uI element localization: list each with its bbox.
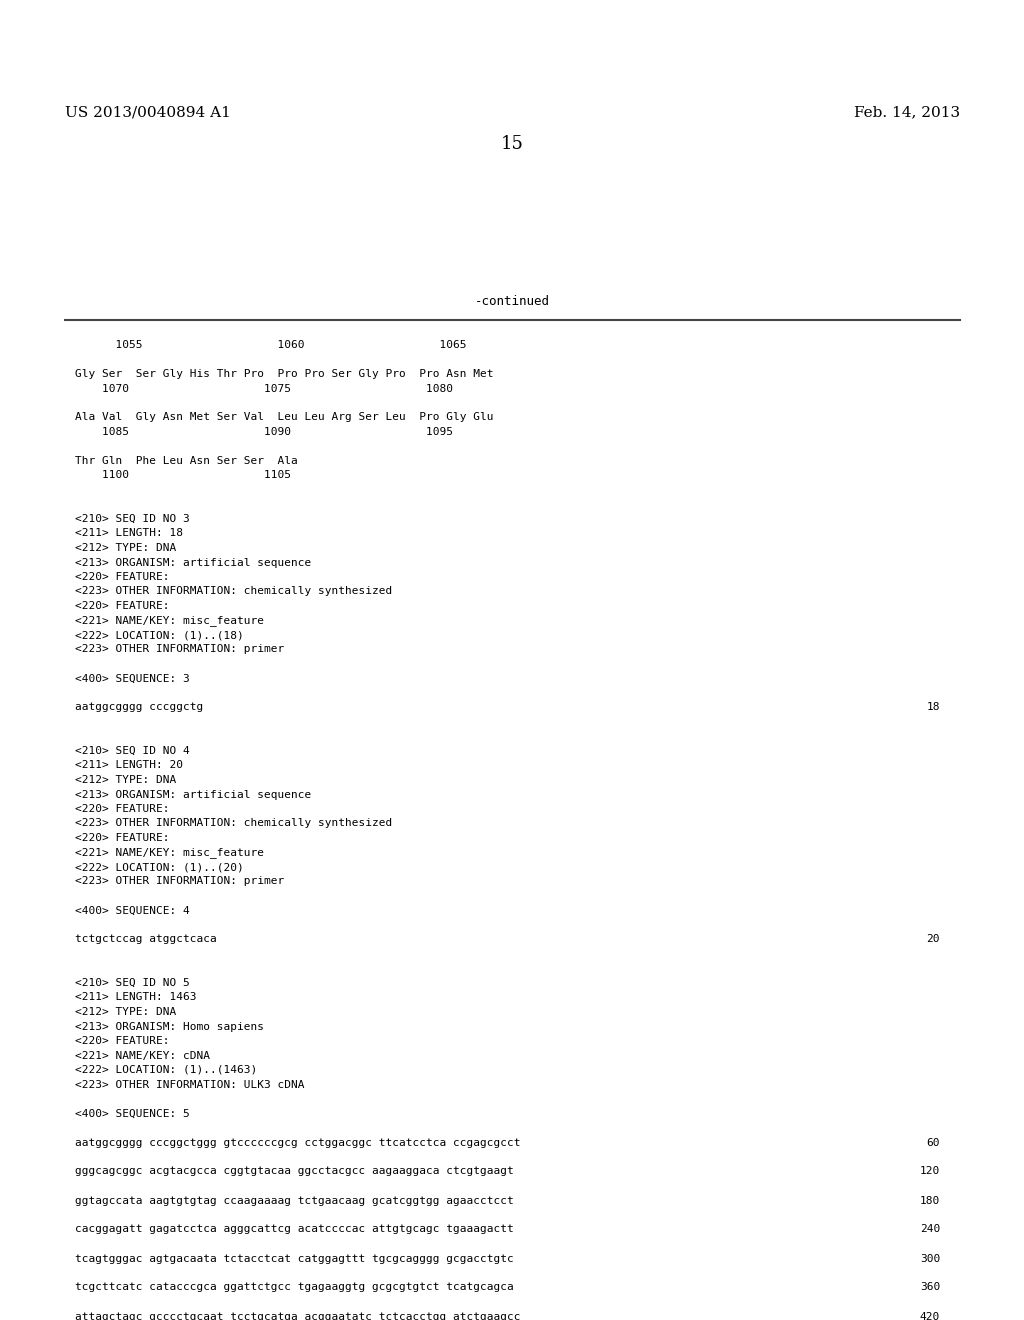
Text: <213> ORGANISM: Homo sapiens: <213> ORGANISM: Homo sapiens (75, 1022, 264, 1031)
Text: 1085                    1090                    1095: 1085 1090 1095 (75, 426, 453, 437)
Text: <210> SEQ ID NO 5: <210> SEQ ID NO 5 (75, 978, 189, 987)
Text: 240: 240 (920, 1225, 940, 1234)
Text: Feb. 14, 2013: Feb. 14, 2013 (854, 106, 961, 119)
Text: <220> FEATURE:: <220> FEATURE: (75, 833, 170, 843)
Text: 18: 18 (927, 702, 940, 713)
Text: <223> OTHER INFORMATION: chemically synthesized: <223> OTHER INFORMATION: chemically synt… (75, 586, 392, 597)
Text: <211> LENGTH: 1463: <211> LENGTH: 1463 (75, 993, 197, 1002)
Text: <221> NAME/KEY: misc_feature: <221> NAME/KEY: misc_feature (75, 847, 264, 858)
Text: aatggcgggg cccggctggg gtccccccgcg cctggacggc ttcatcctca ccgagcgcct: aatggcgggg cccggctggg gtccccccgcg cctgga… (75, 1138, 520, 1147)
Text: <222> LOCATION: (1)..(20): <222> LOCATION: (1)..(20) (75, 862, 244, 873)
Text: 120: 120 (920, 1167, 940, 1176)
Text: <400> SEQUENCE: 3: <400> SEQUENCE: 3 (75, 673, 189, 684)
Text: <223> OTHER INFORMATION: primer: <223> OTHER INFORMATION: primer (75, 644, 285, 655)
Text: 300: 300 (920, 1254, 940, 1263)
Text: 360: 360 (920, 1283, 940, 1292)
Text: <211> LENGTH: 20: <211> LENGTH: 20 (75, 760, 183, 771)
Text: <220> FEATURE:: <220> FEATURE: (75, 601, 170, 611)
Text: <223> OTHER INFORMATION: chemically synthesized: <223> OTHER INFORMATION: chemically synt… (75, 818, 392, 829)
Text: <221> NAME/KEY: cDNA: <221> NAME/KEY: cDNA (75, 1051, 210, 1060)
Text: 60: 60 (927, 1138, 940, 1147)
Text: Gly Ser  Ser Gly His Thr Pro  Pro Pro Ser Gly Pro  Pro Asn Met: Gly Ser Ser Gly His Thr Pro Pro Pro Ser … (75, 370, 494, 379)
Text: Ala Val  Gly Asn Met Ser Val  Leu Leu Arg Ser Leu  Pro Gly Glu: Ala Val Gly Asn Met Ser Val Leu Leu Arg … (75, 412, 494, 422)
Text: <221> NAME/KEY: misc_feature: <221> NAME/KEY: misc_feature (75, 615, 264, 627)
Text: Thr Gln  Phe Leu Asn Ser Ser  Ala: Thr Gln Phe Leu Asn Ser Ser Ala (75, 455, 298, 466)
Text: <222> LOCATION: (1)..(1463): <222> LOCATION: (1)..(1463) (75, 1065, 257, 1074)
Text: <211> LENGTH: 18: <211> LENGTH: 18 (75, 528, 183, 539)
Text: <210> SEQ ID NO 4: <210> SEQ ID NO 4 (75, 746, 189, 756)
Text: attagctagc gcccctgcaat tcctgcatga acggaatatc tctcacctgg atctgaagcc: attagctagc gcccctgcaat tcctgcatga acggaa… (75, 1312, 520, 1320)
Text: <213> ORGANISM: artificial sequence: <213> ORGANISM: artificial sequence (75, 557, 311, 568)
Text: <400> SEQUENCE: 5: <400> SEQUENCE: 5 (75, 1109, 189, 1118)
Text: <400> SEQUENCE: 4: <400> SEQUENCE: 4 (75, 906, 189, 916)
Text: <212> TYPE: DNA: <212> TYPE: DNA (75, 1007, 176, 1016)
Text: US 2013/0040894 A1: US 2013/0040894 A1 (65, 106, 230, 119)
Text: 1100                    1105: 1100 1105 (75, 470, 291, 480)
Text: 420: 420 (920, 1312, 940, 1320)
Text: <210> SEQ ID NO 3: <210> SEQ ID NO 3 (75, 513, 189, 524)
Text: cacggagatt gagatcctca agggcattcg acatccccac attgtgcagc tgaaagactt: cacggagatt gagatcctca agggcattcg acatccc… (75, 1225, 514, 1234)
Text: <212> TYPE: DNA: <212> TYPE: DNA (75, 543, 176, 553)
Text: 20: 20 (927, 935, 940, 945)
Text: 180: 180 (920, 1196, 940, 1205)
Text: <223> OTHER INFORMATION: primer: <223> OTHER INFORMATION: primer (75, 876, 285, 887)
Text: <220> FEATURE:: <220> FEATURE: (75, 1036, 170, 1045)
Text: <220> FEATURE:: <220> FEATURE: (75, 572, 170, 582)
Text: ggtagccata aagtgtgtag ccaagaaaag tctgaacaag gcatcggtgg agaacctcct: ggtagccata aagtgtgtag ccaagaaaag tctgaac… (75, 1196, 514, 1205)
Text: tcgcttcatc catacccgca ggattctgcc tgagaaggtg gcgcgtgtct tcatgcagca: tcgcttcatc catacccgca ggattctgcc tgagaag… (75, 1283, 514, 1292)
Text: gggcagcggc acgtacgcca cggtgtacaa ggcctacgcc aagaaggaca ctcgtgaagt: gggcagcggc acgtacgcca cggtgtacaa ggcctac… (75, 1167, 514, 1176)
Text: <220> FEATURE:: <220> FEATURE: (75, 804, 170, 814)
Text: <222> LOCATION: (1)..(18): <222> LOCATION: (1)..(18) (75, 630, 244, 640)
Text: 1055                    1060                    1065: 1055 1060 1065 (75, 341, 467, 350)
Text: <223> OTHER INFORMATION: ULK3 cDNA: <223> OTHER INFORMATION: ULK3 cDNA (75, 1080, 304, 1089)
Text: aatggcgggg cccggctg: aatggcgggg cccggctg (75, 702, 203, 713)
Text: 15: 15 (501, 135, 523, 153)
Text: tctgctccag atggctcaca: tctgctccag atggctcaca (75, 935, 217, 945)
Text: 1070                    1075                    1080: 1070 1075 1080 (75, 384, 453, 393)
Text: -continued: -continued (474, 294, 550, 308)
Text: <212> TYPE: DNA: <212> TYPE: DNA (75, 775, 176, 785)
Text: tcagtgggac agtgacaata tctacctcat catggagttt tgcgcagggg gcgacctgtc: tcagtgggac agtgacaata tctacctcat catggag… (75, 1254, 514, 1263)
Text: <213> ORGANISM: artificial sequence: <213> ORGANISM: artificial sequence (75, 789, 311, 800)
